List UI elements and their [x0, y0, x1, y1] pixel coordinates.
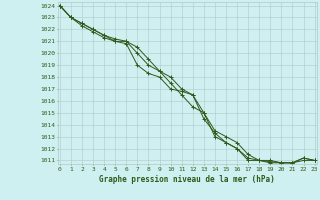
X-axis label: Graphe pression niveau de la mer (hPa): Graphe pression niveau de la mer (hPa) — [99, 175, 275, 184]
